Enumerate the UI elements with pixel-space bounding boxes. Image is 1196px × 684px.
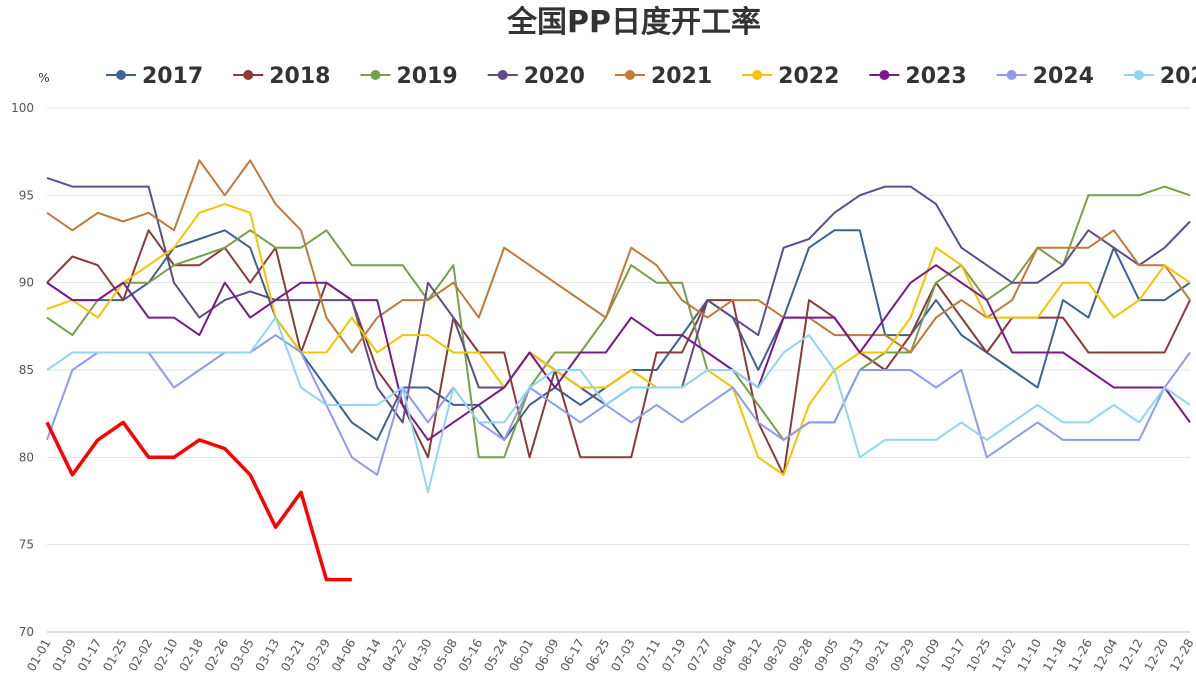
x-tick-label: 05-16 — [456, 637, 486, 674]
series-line — [46, 229, 1191, 476]
x-tick-label: 02-18 — [176, 637, 206, 674]
y-tick-label: 80 — [19, 450, 34, 464]
series-line — [46, 203, 1191, 476]
x-tick-label: 01-25 — [100, 637, 130, 674]
legend-label: 2023 — [905, 64, 966, 89]
x-tick-label: 12-04 — [1091, 637, 1121, 674]
legend-item: 2024 — [996, 64, 1094, 89]
legend-label: 2021 — [651, 64, 712, 89]
legend-label: 2018 — [269, 64, 330, 89]
x-tick-label: 08-20 — [761, 637, 791, 674]
series-line — [46, 185, 1191, 459]
series-line — [46, 264, 1191, 441]
legend-marker — [1133, 70, 1144, 80]
y-tick-label: 85 — [19, 363, 34, 377]
legend-item: 2019 — [360, 64, 458, 89]
x-tick-label: 10-17 — [938, 637, 968, 674]
y-tick-label: 100 — [11, 101, 34, 115]
x-tick-label: 02-10 — [151, 637, 181, 674]
x-tick-label: 12-28 — [1167, 637, 1196, 674]
x-tick-label: 08-04 — [710, 637, 740, 674]
legend-item: 2023 — [869, 64, 967, 89]
x-tick-label: 09-29 — [888, 637, 918, 674]
x-tick-label: 09-05 — [811, 637, 841, 674]
x-tick-label: 02-26 — [202, 637, 232, 674]
x-tick-label: 03-29 — [303, 637, 333, 674]
legend-label: 2025 — [1160, 64, 1196, 89]
legend-marker — [1006, 70, 1017, 80]
x-tick-label: 07-27 — [684, 637, 714, 674]
x-tick-label: 06-25 — [583, 637, 613, 674]
legend-label: 2020 — [524, 64, 585, 89]
legend-item: 2021 — [614, 64, 712, 89]
x-tick-label: 01-09 — [49, 637, 79, 674]
x-tick-label: 11-02 — [989, 636, 1019, 673]
legend-marker — [116, 70, 126, 80]
x-tick-label: 05-08 — [430, 637, 460, 674]
x-tick-label: 07-19 — [659, 637, 689, 674]
y-tick-label: 70 — [19, 625, 34, 639]
legend-label: 2017 — [142, 64, 203, 89]
x-tick-label: 03-05 — [227, 637, 257, 674]
legend-item: 2017 — [106, 64, 203, 89]
y-tick-label: 95 — [19, 188, 34, 202]
x-tick-label: 02-02 — [126, 637, 156, 674]
x-tick-label: 01-01 — [24, 637, 54, 674]
legend-marker — [624, 70, 635, 80]
chart-title: 全国PP日度开工率 — [506, 5, 761, 40]
x-tick-label: 09-13 — [837, 637, 867, 674]
legend-marker — [752, 70, 763, 80]
x-tick-label: 05-24 — [481, 637, 511, 674]
legend-marker — [879, 70, 890, 80]
series-line — [46, 159, 1191, 354]
x-tick-label: 08-12 — [735, 637, 765, 674]
legend-label: 2019 — [396, 64, 457, 89]
x-tick-label: 06-01 — [507, 637, 537, 674]
legend-item: 2020 — [487, 64, 585, 89]
x-tick-label: 04-30 — [405, 637, 435, 674]
x-tick-label: 12-20 — [1142, 637, 1172, 674]
x-tick-label: 07-11 — [634, 637, 664, 674]
legend-label: 2024 — [1033, 64, 1094, 89]
x-tick-label: 03-21 — [278, 637, 308, 674]
x-tick-label: 10-25 — [964, 637, 994, 674]
x-tick-label: 04-14 — [354, 637, 384, 674]
x-tick-label: 04-06 — [329, 637, 359, 674]
x-tick-label: 04-22 — [380, 637, 410, 674]
x-tick-label: 11-26 — [1065, 637, 1095, 674]
x-tick-label: 11-18 — [1040, 637, 1070, 674]
x-tick-label: 03-13 — [253, 637, 283, 674]
y-tick-label: 75 — [19, 538, 34, 552]
legend-item: 2022 — [742, 64, 839, 89]
legend-item: 2018 — [233, 64, 330, 89]
x-tick-label: 08-28 — [786, 637, 816, 674]
series-line — [46, 334, 1191, 476]
legend-marker — [243, 70, 254, 80]
x-tick-label: 12-12 — [1116, 637, 1146, 674]
y-tick-label: 90 — [19, 276, 34, 290]
series-line — [46, 176, 1191, 424]
x-tick-label: 06-17 — [557, 637, 587, 674]
legend-marker — [370, 70, 381, 80]
x-tick-label: 10-09 — [913, 637, 943, 674]
x-tick-label: 01-17 — [75, 637, 105, 674]
series-line — [46, 316, 1191, 494]
legend-marker — [497, 70, 508, 80]
y-unit: % — [38, 71, 49, 85]
series-line — [45, 420, 352, 582]
x-tick-label: 09-21 — [862, 637, 892, 674]
x-tick-label: 06-09 — [532, 637, 562, 674]
legend-item: 2025 — [1123, 64, 1196, 89]
x-tick-label: 07-03 — [608, 637, 638, 674]
x-tick-label: 11-10 — [1015, 637, 1045, 674]
legend-label: 2022 — [778, 64, 839, 89]
